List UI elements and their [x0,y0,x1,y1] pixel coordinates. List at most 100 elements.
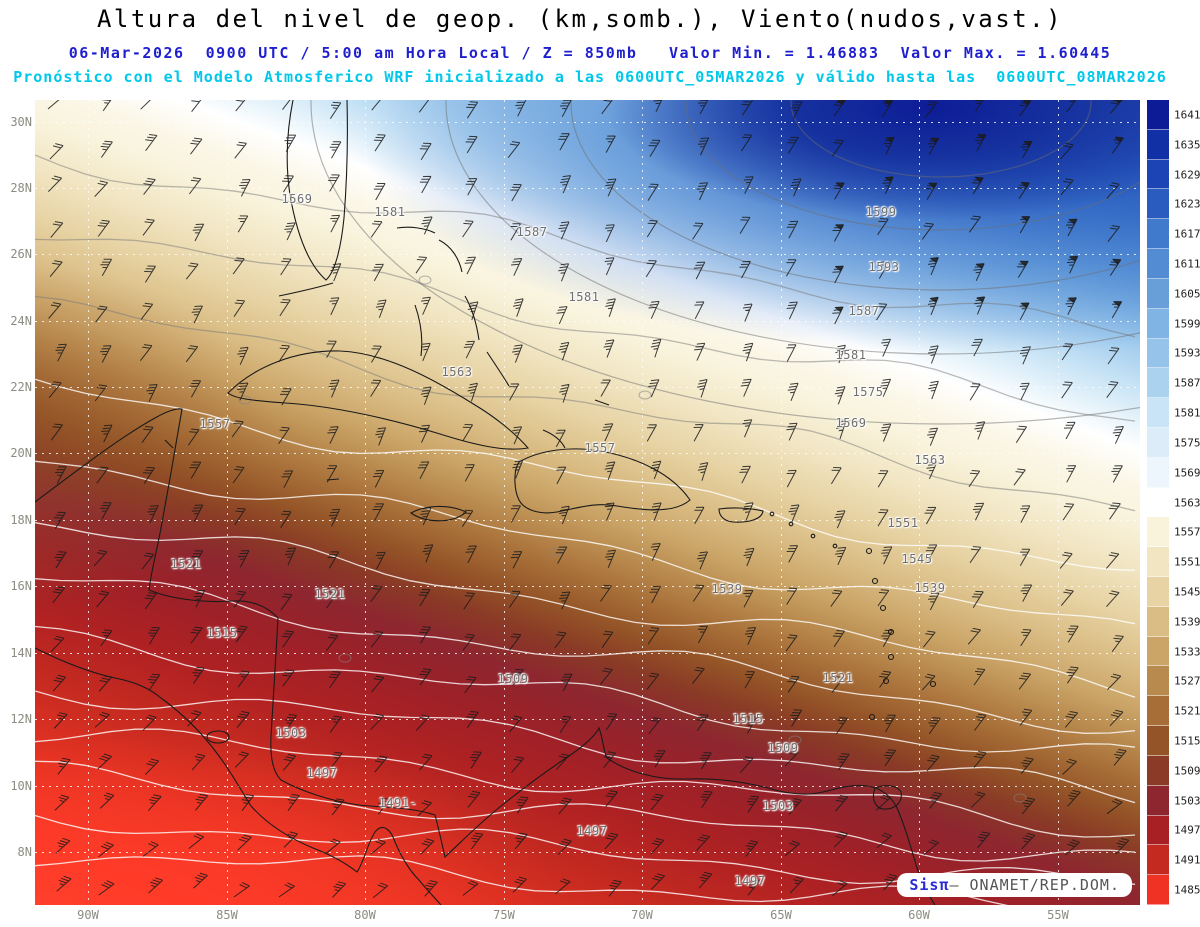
colorbar-value: 1533 [1174,645,1200,659]
colorbar-swatch [1147,636,1169,667]
attribution-text: – ONAMET/REP.DOM. [949,876,1120,894]
grid-lon-line [642,100,643,905]
colorbar-swatch [1147,457,1169,488]
contour-label: 1521 [170,557,202,571]
minor-contour [866,217,880,227]
lat-tick-label: 26N [10,247,32,261]
grid-lon-line [504,100,505,905]
contour-labels: 1569 1581 1587 1581 1599 1593 1587 1581 1575 1569… [35,100,1140,905]
lon-tick-label: 85W [216,908,238,922]
coast-pacific [35,647,442,905]
contour-arc [570,100,1140,291]
contour-path [35,522,1136,698]
colorbar-swatch [1147,517,1169,548]
colorbar-swatch [1147,398,1169,428]
colorbar-value: 1611 [1174,257,1200,271]
lat-tick-label: 22N [10,380,32,394]
contour-label: 1581 [835,348,867,362]
colorbar-value: 1593 [1174,346,1200,360]
grid-lon-line [919,100,920,905]
contour-label: 1557 [199,417,231,431]
contour-path [35,760,1136,862]
contour-label: 1497 [576,824,608,838]
colorbar-value: 1515 [1174,734,1200,748]
grid-lat-line [35,719,1140,720]
grid-lat-line [35,786,1140,787]
colorbar-swatch [1147,845,1169,876]
colorbar-swatch [1147,368,1169,399]
contour-label: 1509 [767,741,799,755]
lat-tick-label: 18N [10,513,32,527]
colorbar-value: 1521 [1174,704,1200,718]
contour-label: 1587 [848,304,880,318]
colorbar-value: 1527 [1174,674,1200,688]
colorbar-swatch [1147,755,1169,786]
colorbar-swatch [1147,785,1169,816]
colorbar-value: 1497 [1174,823,1200,837]
colorbar-value: 1617 [1174,227,1200,241]
grid-lat-line [35,387,1140,388]
colorbar-value: 1539 [1174,615,1200,629]
contour-path [35,154,1136,338]
contour-arc [685,100,1140,231]
coast-cuba [227,350,530,450]
lat-tick-label: 12N [10,712,32,726]
colorbar-value: 1551 [1174,555,1200,569]
chart-subtitle: 06-Mar-2026 0900 UTC / 5:00 am Hora Loca… [68,44,1112,62]
grid-lat-line [35,586,1140,587]
contour-label: 1497 [306,766,338,780]
sis-brand: Sisπ [909,876,950,894]
lon-tick-label: 55W [1047,908,1069,922]
colorbar-value: 1587 [1174,376,1200,390]
lat-tick-label: 20N [10,446,32,460]
grid-lon-line [365,100,366,905]
contour-label: 1509 [497,672,529,686]
colorbar-value: 1599 [1174,317,1200,331]
lat-tick-label: 10N [10,779,32,793]
colorbar-swatch [1147,547,1169,577]
grid-lon-line [227,100,228,905]
minor-contour [1013,793,1027,803]
contour-label: 1563 [441,365,473,379]
contour-label: 1521 [822,671,854,685]
grid-lon-line [781,100,782,905]
grid-lat-line [35,122,1140,123]
contour-label: 1575 [852,385,884,399]
colorbar-swatch [1147,666,1169,697]
contour-label: 1551 [887,516,919,530]
grid-lat-line [35,520,1140,521]
contour-path [35,814,1136,885]
lat-tick-label: 30N [10,115,32,129]
colorbar-swatch [1147,219,1169,250]
lake-nicaragua [206,730,230,744]
coast-florida-keys [278,282,334,297]
colorbar [1147,100,1169,905]
colorbar-value: 1575 [1174,436,1200,450]
contour-label: 1521 [314,587,346,601]
grid-lon-line [88,100,89,905]
grid-lat-line [35,321,1140,322]
colorbar-value: 1641 [1174,108,1200,122]
contour-label: 1569 [835,416,867,430]
lat-tick-label: 24N [10,314,32,328]
contour-label: 1569 [281,192,313,206]
lon-tick-label: 90W [77,908,99,922]
colorbar-value: 1569 [1174,466,1200,480]
grid-lat-line [35,188,1140,189]
colorbar-value: 1581 [1174,406,1200,420]
contour-label: 1539 [711,582,743,596]
colorbar-value: 1623 [1174,197,1200,211]
contour-path [35,578,1136,734]
minor-contour [548,547,562,557]
wind-barb-strokes [47,100,1130,899]
colorbar-swatch [1147,338,1169,369]
contour-lines [35,100,1140,905]
contour-label: 1491- [378,796,418,810]
colorbar-swatch [1147,726,1169,756]
colorbar-swatch [1147,815,1169,846]
lon-tick-label: 80W [354,908,376,922]
wind-barbs [47,100,1130,899]
colorbar-swatch [1147,159,1169,190]
lon-tick-label: 70W [631,908,653,922]
